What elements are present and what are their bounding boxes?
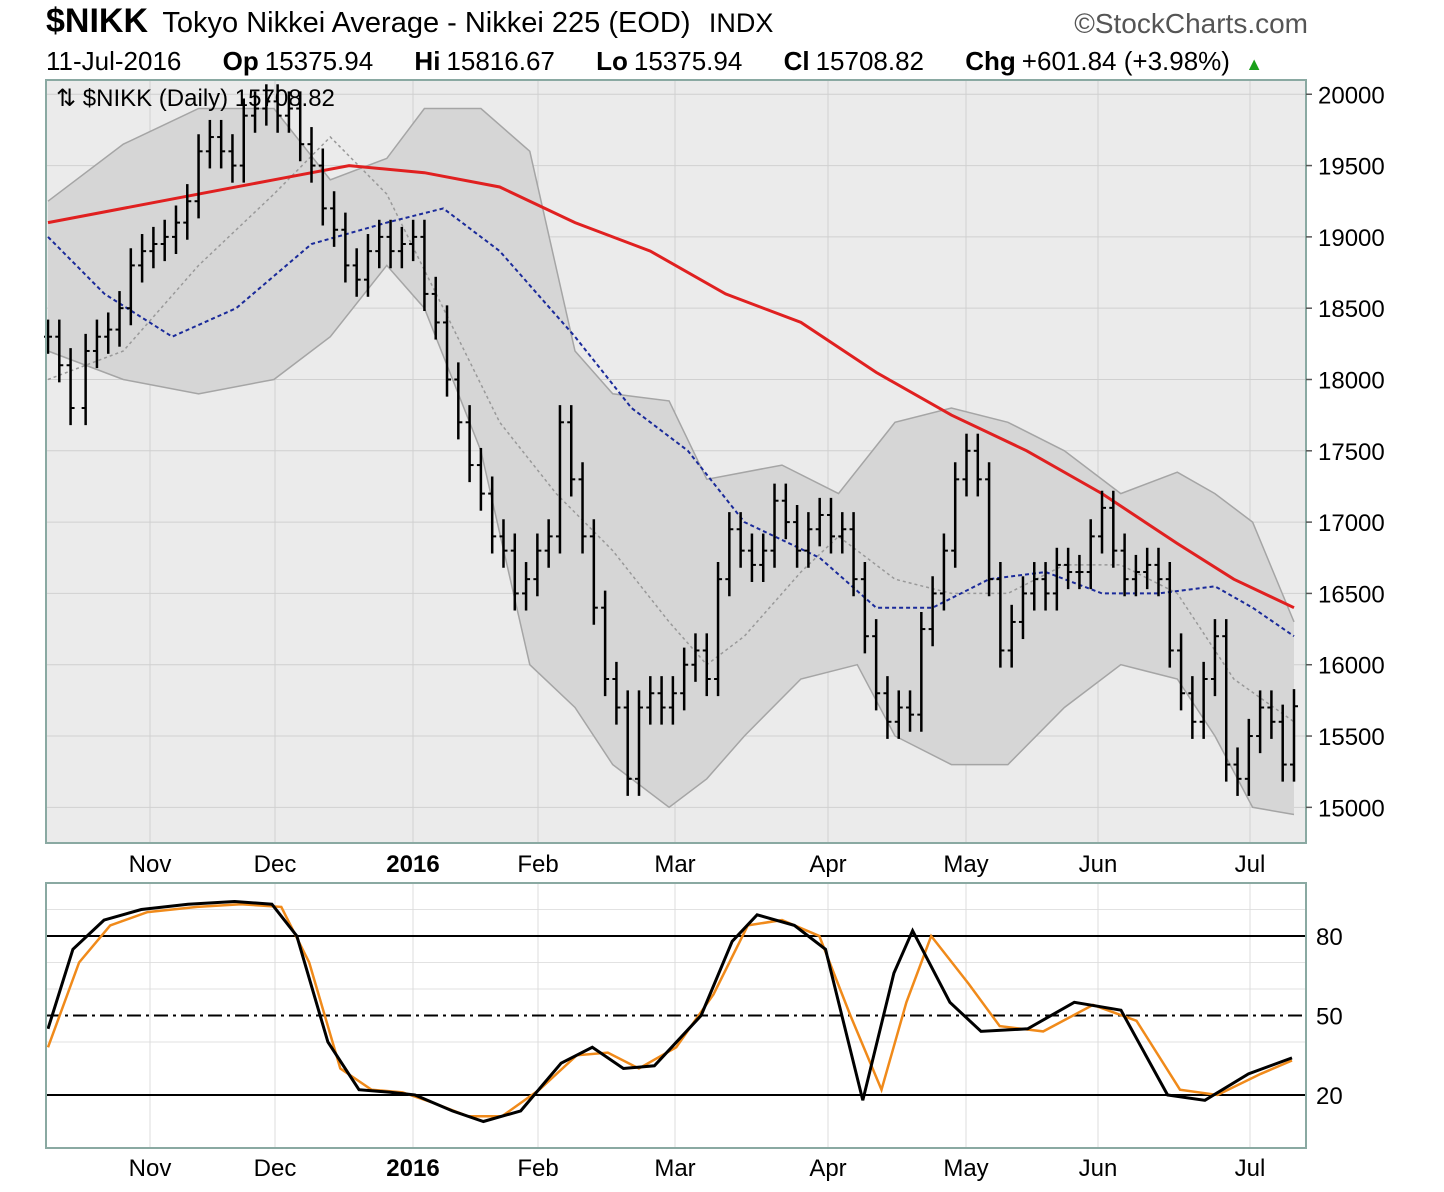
up-arrow-icon: ▲ — [1245, 54, 1264, 74]
x-tick-label: Apr — [809, 851, 846, 878]
price-panel: ⇅ $NIKK (Daily) 15708.82 15000 15500 16000 1… — [44, 79, 1385, 878]
stoch-x-label: Feb — [517, 1155, 558, 1182]
bollinger-upper-line — [47, 107, 1295, 623]
y-tick-label: 15500 — [1318, 724, 1385, 751]
quote-date: 11-Jul-2016 — [46, 46, 182, 76]
bollinger-band-fill — [48, 108, 1294, 815]
y-tick-label: 18000 — [1318, 367, 1385, 394]
x-tick-label: Dec — [254, 851, 297, 878]
low-label: Lo — [596, 46, 628, 76]
high-label: Hi — [414, 46, 441, 76]
close-label: Cl — [783, 46, 810, 76]
x-tick-label: Nov — [129, 851, 172, 878]
exchange: INDX — [708, 8, 774, 38]
x-tick-label: Feb — [517, 851, 558, 878]
change-label: Chg — [965, 46, 1016, 76]
y-tick-label: 18500 — [1318, 296, 1385, 323]
quote-row: 11-Jul-2016 Op 15375.94 Hi 15816.67 Lo 1537… — [46, 46, 1263, 77]
stoch-k-line — [46, 899, 1293, 1124]
stoch-x-label: 2016 — [386, 1155, 439, 1182]
x-tick-label: Jul — [1235, 851, 1266, 878]
stoch-y-label: 20 — [1316, 1083, 1343, 1110]
stoch-plot-border — [45, 882, 1307, 1149]
y-tick-label: 17000 — [1318, 510, 1385, 537]
low-value: 15375.94 — [633, 46, 743, 76]
high-value: 15816.67 — [446, 46, 555, 76]
stoch-y-label: 50 — [1316, 1004, 1343, 1031]
stoch-x-label: Apr — [809, 1155, 846, 1182]
y-tick-label: 16500 — [1318, 581, 1385, 608]
stoch-y-label: 80 — [1316, 924, 1343, 951]
stoch-x-label: Mar — [654, 1155, 695, 1182]
change-value: +601.84 (+3.98%) — [1021, 46, 1230, 76]
stochastic-panel: 20 50 80 Nov Dec 2016 Feb Mar Apr May Jun Jul — [45, 882, 1343, 1182]
brand-logo: ©StockCharts.com — [1074, 8, 1308, 39]
x-tick-label: 2016 — [386, 851, 439, 878]
y-tick-label: 20000 — [1318, 82, 1385, 109]
x-tick-label: Jun — [1079, 851, 1118, 878]
bollinger-lower-line — [47, 264, 1295, 816]
stoch-x-label: Dec — [254, 1155, 297, 1182]
open-value: 15375.94 — [264, 46, 374, 76]
stoch-x-label: May — [943, 1155, 988, 1182]
y-tick-label: 17500 — [1318, 439, 1385, 466]
price-plot-border — [45, 79, 1307, 844]
x-tick-label: Mar — [654, 851, 695, 878]
y-tick-label: 19000 — [1318, 225, 1385, 252]
price-legend: ⇅ $NIKK (Daily) 15708.82 — [56, 85, 335, 112]
y-tick-label: 15000 — [1318, 795, 1385, 822]
y-tick-label: 19500 — [1318, 154, 1385, 181]
ma50-line — [47, 207, 1295, 638]
stoch-x-label: Jul — [1235, 1155, 1266, 1182]
stoch-x-label: Jun — [1079, 1155, 1118, 1182]
stoch-x-label: Nov — [129, 1155, 172, 1182]
symbol: $NIKK — [46, 2, 149, 40]
open-label: Op — [222, 46, 259, 76]
close-value: 15708.82 — [815, 46, 925, 76]
chart-title-row: $NIKK Tokyo Nikkei Average - Nikkei 225 … — [46, 2, 773, 41]
description: Tokyo Nikkei Average - Nikkei 225 (EOD) — [162, 7, 691, 39]
x-tick-label: May — [943, 851, 988, 878]
y-tick-label: 16000 — [1318, 653, 1385, 680]
